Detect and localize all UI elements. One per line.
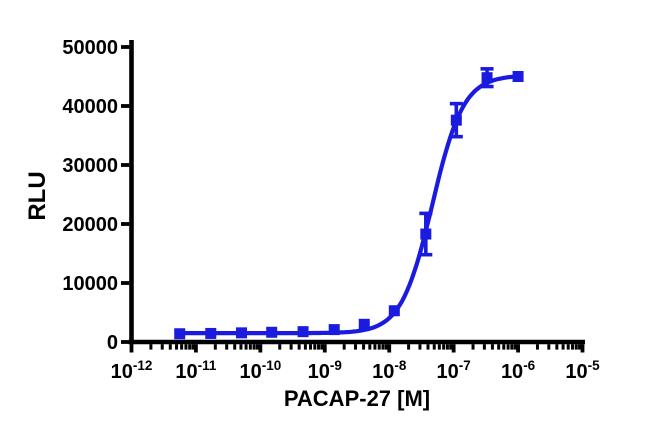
data-point-marker [450, 114, 462, 126]
x-tick-label: 10-8 [372, 358, 407, 383]
y-tick-label: 10000 [62, 273, 118, 295]
data-point-marker [388, 305, 400, 317]
data-point-marker [205, 327, 217, 339]
data-point-marker [174, 328, 186, 340]
data-point-marker [266, 326, 278, 338]
y-tick-label: 30000 [62, 155, 118, 177]
x-tick-label: 10-7 [437, 358, 471, 383]
data-point-marker [420, 228, 432, 240]
x-tick-label: 10-9 [308, 358, 342, 383]
data-point-marker [512, 71, 524, 82]
x-axis-title: PACAP-27 [M] [283, 386, 431, 411]
data-point-marker [297, 326, 309, 338]
y-tick-label: 40000 [62, 96, 118, 118]
y-tick-label: 50000 [62, 37, 118, 59]
data-point-marker [358, 318, 370, 330]
y-tick-label: 20000 [62, 214, 118, 236]
x-tick-label: 10-6 [501, 358, 536, 383]
data-point-marker [481, 72, 493, 84]
x-tick-label: 10-10 [239, 358, 281, 383]
x-tick-label: 10-12 [111, 358, 153, 383]
y-axis-title: RLU [24, 171, 51, 221]
data-point-marker [236, 327, 248, 339]
data-point-marker [328, 324, 340, 336]
x-tick-label: 10-11 [175, 358, 217, 383]
fit-curve [177, 74, 521, 336]
y-tick-label: 0 [107, 332, 118, 354]
x-tick-label: 10-5 [565, 358, 600, 383]
